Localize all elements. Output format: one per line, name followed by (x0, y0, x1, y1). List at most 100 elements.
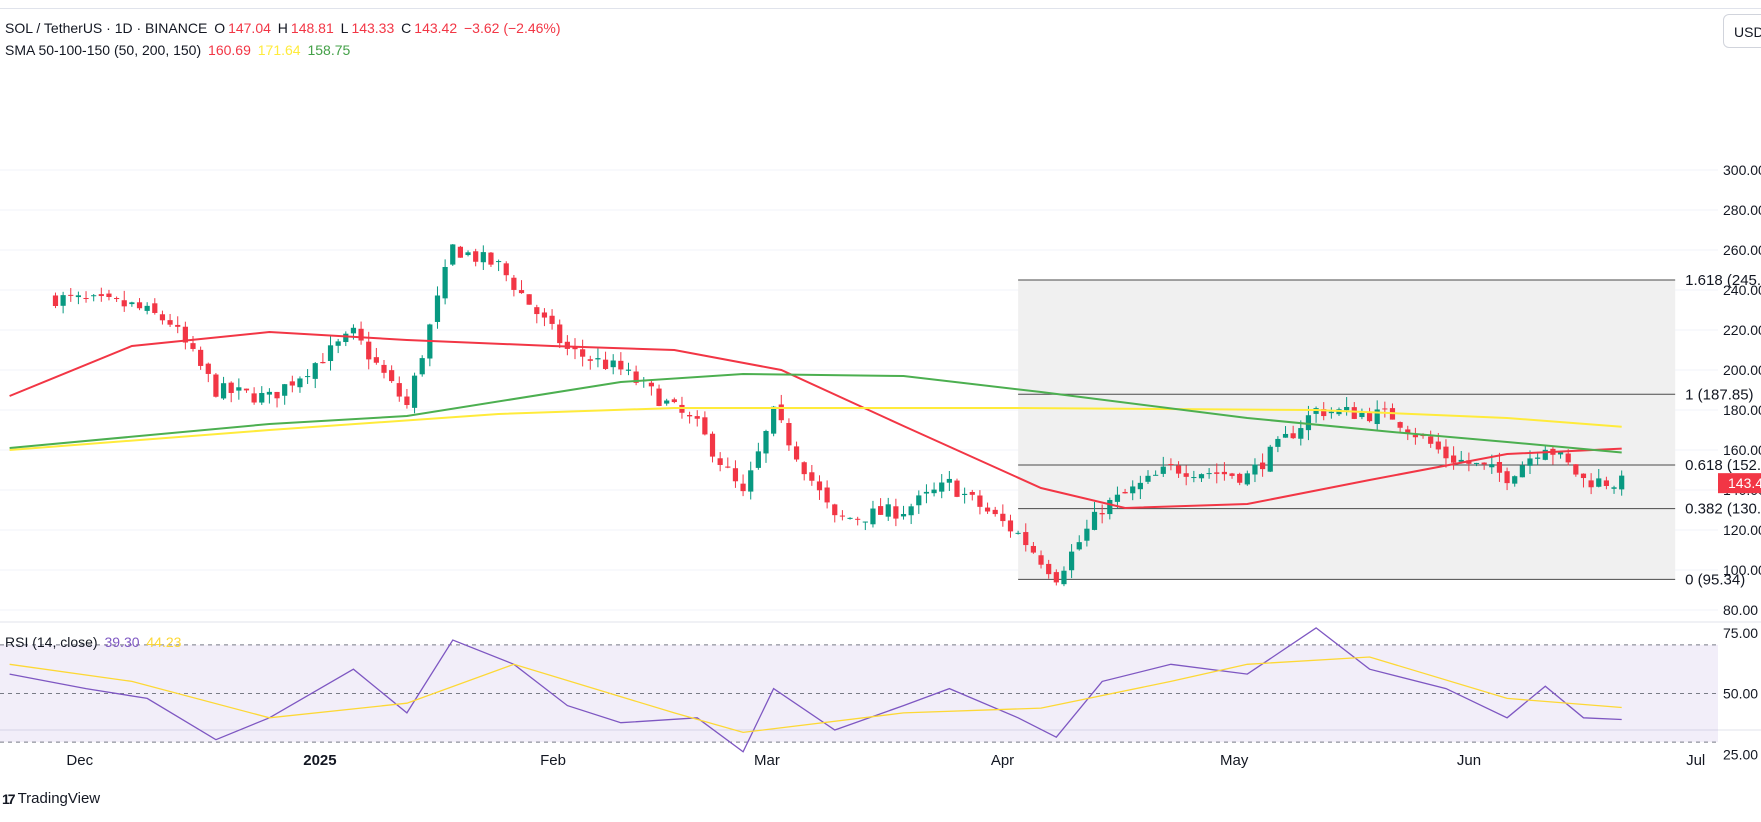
candle-body (1206, 473, 1212, 475)
candle-body (1267, 446, 1273, 472)
price-axis-tick: 180.00 (1723, 402, 1761, 418)
candle-body (587, 359, 593, 361)
candle-body (916, 495, 922, 506)
candle-body (1244, 473, 1250, 485)
candle-body (1321, 409, 1327, 417)
candle-body (1015, 532, 1021, 534)
tradingview-brand[interactable]: 17 TradingView (2, 790, 100, 807)
candle-body (1107, 499, 1113, 515)
candle-body (312, 363, 318, 379)
price-axis-tick: 100.00 (1723, 562, 1761, 578)
candle-body (411, 375, 418, 408)
candle-body (1053, 572, 1059, 583)
candle-body (282, 384, 288, 396)
candle-body (320, 361, 326, 364)
sma-legend[interactable]: SMA 50-100-150 (50, 200, 150) 160.69 171… (5, 42, 353, 58)
candle-body (1145, 475, 1151, 482)
candle-body (503, 263, 509, 276)
candle-body (518, 290, 525, 294)
sma1-value: 160.69 (208, 42, 251, 58)
candle-body (68, 294, 74, 296)
candle-body (236, 387, 242, 391)
candle-body (557, 324, 563, 344)
candle-body (1130, 486, 1136, 494)
candle-body (923, 491, 930, 494)
candle-body (793, 446, 800, 460)
candle-body (1405, 429, 1411, 434)
candle-body (977, 495, 983, 507)
candle-body (327, 345, 334, 362)
candle-body (694, 416, 700, 419)
candle-body (190, 343, 196, 349)
candle-body (1007, 520, 1014, 532)
fib-level-label: 1 (187.85) (1685, 386, 1753, 403)
candle-body (1114, 494, 1121, 502)
candle-body (52, 295, 59, 306)
candle-body (1191, 477, 1197, 479)
candle-body (541, 312, 548, 318)
candle-body (755, 451, 761, 468)
candle-body (1183, 473, 1189, 477)
price-axis-tick: 120.00 (1723, 522, 1761, 538)
candle-body (175, 324, 181, 327)
candle-body (1069, 551, 1075, 571)
low-value: 143.33 (351, 20, 395, 36)
candle-body (450, 244, 456, 265)
candle-body (900, 514, 907, 517)
candle-body (144, 305, 150, 311)
candle-body (1481, 462, 1487, 465)
candle-body (1435, 441, 1441, 450)
rsi-legend[interactable]: RSI (14, close) 39.30 44.23 (5, 634, 184, 650)
candle-body (534, 307, 540, 315)
candle-body (381, 364, 387, 373)
time-axis-label: 2025 (303, 752, 336, 769)
candle-body (702, 417, 708, 435)
candle-body (962, 493, 968, 496)
currency-button[interactable]: USDT (1723, 14, 1761, 48)
candle-body (771, 406, 777, 434)
candle-body (824, 487, 830, 503)
candle-body (618, 360, 624, 370)
candle-body (732, 468, 739, 482)
candle-body (801, 462, 807, 475)
candle-body (305, 376, 311, 378)
candle-body (1359, 412, 1365, 418)
symbol-label[interactable]: SOL / TetherUS · 1D · BINANCE (5, 20, 208, 36)
rsi-label: RSI (14, close) (5, 634, 98, 650)
candle-body (114, 298, 120, 300)
candle-body (1084, 528, 1090, 541)
candle-body (816, 481, 823, 491)
candle-body (1512, 476, 1518, 484)
candle-body (1122, 491, 1128, 494)
candle-body (1397, 422, 1403, 428)
candle-body (1611, 487, 1617, 489)
high-value: 148.81 (290, 20, 334, 36)
price-axis-tick: 220.00 (1723, 322, 1761, 338)
candle-body (1313, 408, 1319, 414)
candle-body (1099, 513, 1105, 515)
candle-body (602, 359, 609, 369)
candle-body (289, 381, 295, 386)
rsi-ma-value: 44.23 (146, 634, 182, 650)
rsi-axis-tick: 75.00 (1723, 625, 1758, 641)
close-label: C (401, 20, 412, 36)
candle-body (1023, 532, 1029, 546)
candle-body (1282, 433, 1289, 438)
candle-body (717, 458, 723, 465)
candle-body (1198, 474, 1205, 479)
candle-body (511, 277, 517, 290)
candle-body (434, 295, 441, 322)
candle-body (893, 506, 899, 519)
candle-body (1382, 408, 1388, 410)
rsi-axis-tick: 50.00 (1723, 686, 1758, 702)
fib-level-label: 1.618 (245.01) (1685, 272, 1761, 289)
time-axis-label: May (1220, 752, 1249, 769)
price-axis-tick: 280.00 (1723, 202, 1761, 218)
candle-body (1168, 464, 1174, 466)
change-value: −3.62 (−2.46%) (464, 20, 561, 36)
candle-body (847, 517, 853, 519)
candle-body (243, 388, 250, 391)
candle-body (786, 423, 792, 446)
candle-body (740, 483, 746, 492)
